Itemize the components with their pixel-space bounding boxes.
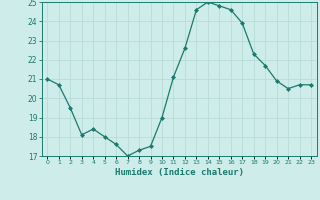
X-axis label: Humidex (Indice chaleur): Humidex (Indice chaleur) (115, 168, 244, 177)
